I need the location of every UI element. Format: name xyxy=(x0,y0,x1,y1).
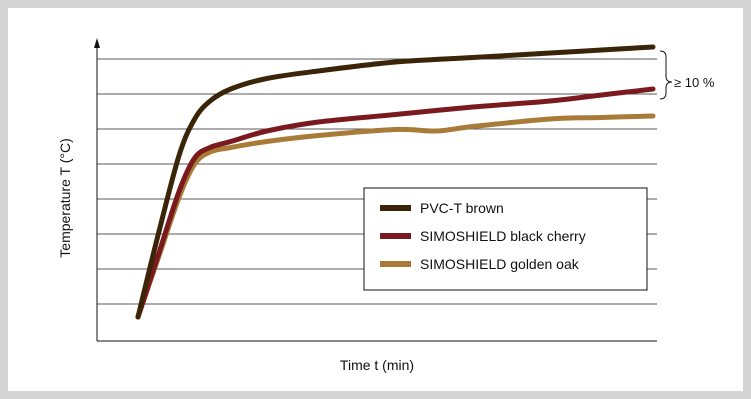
series-lines xyxy=(135,44,656,320)
legend-label: PVC-T brown xyxy=(420,200,504,216)
difference-bracket xyxy=(659,50,673,100)
y-axis-arrow xyxy=(94,38,100,48)
y-axis-label: Temperature T (°C) xyxy=(57,138,73,257)
legend: PVC-T brown SIMOSHIELD black cherry SIMOSH… xyxy=(363,187,648,291)
legend-label: SIMOSHIELD black cherry xyxy=(420,228,586,244)
legend-box xyxy=(363,187,648,291)
series-line-pvc-t-brown xyxy=(135,44,656,320)
line-chart: ≥ 10 % Time t (min) Temperature T (°C) P… xyxy=(57,38,715,373)
chart-panel: ≥ 10 % Time t (min) Temperature T (°C) P… xyxy=(8,8,743,391)
difference-annotation: ≥ 10 % xyxy=(674,75,715,90)
x-axis-label: Time t (min) xyxy=(340,357,414,373)
legend-label: SIMOSHIELD golden oak xyxy=(420,256,580,272)
series-line-simoshield-black-cherry xyxy=(135,86,656,320)
